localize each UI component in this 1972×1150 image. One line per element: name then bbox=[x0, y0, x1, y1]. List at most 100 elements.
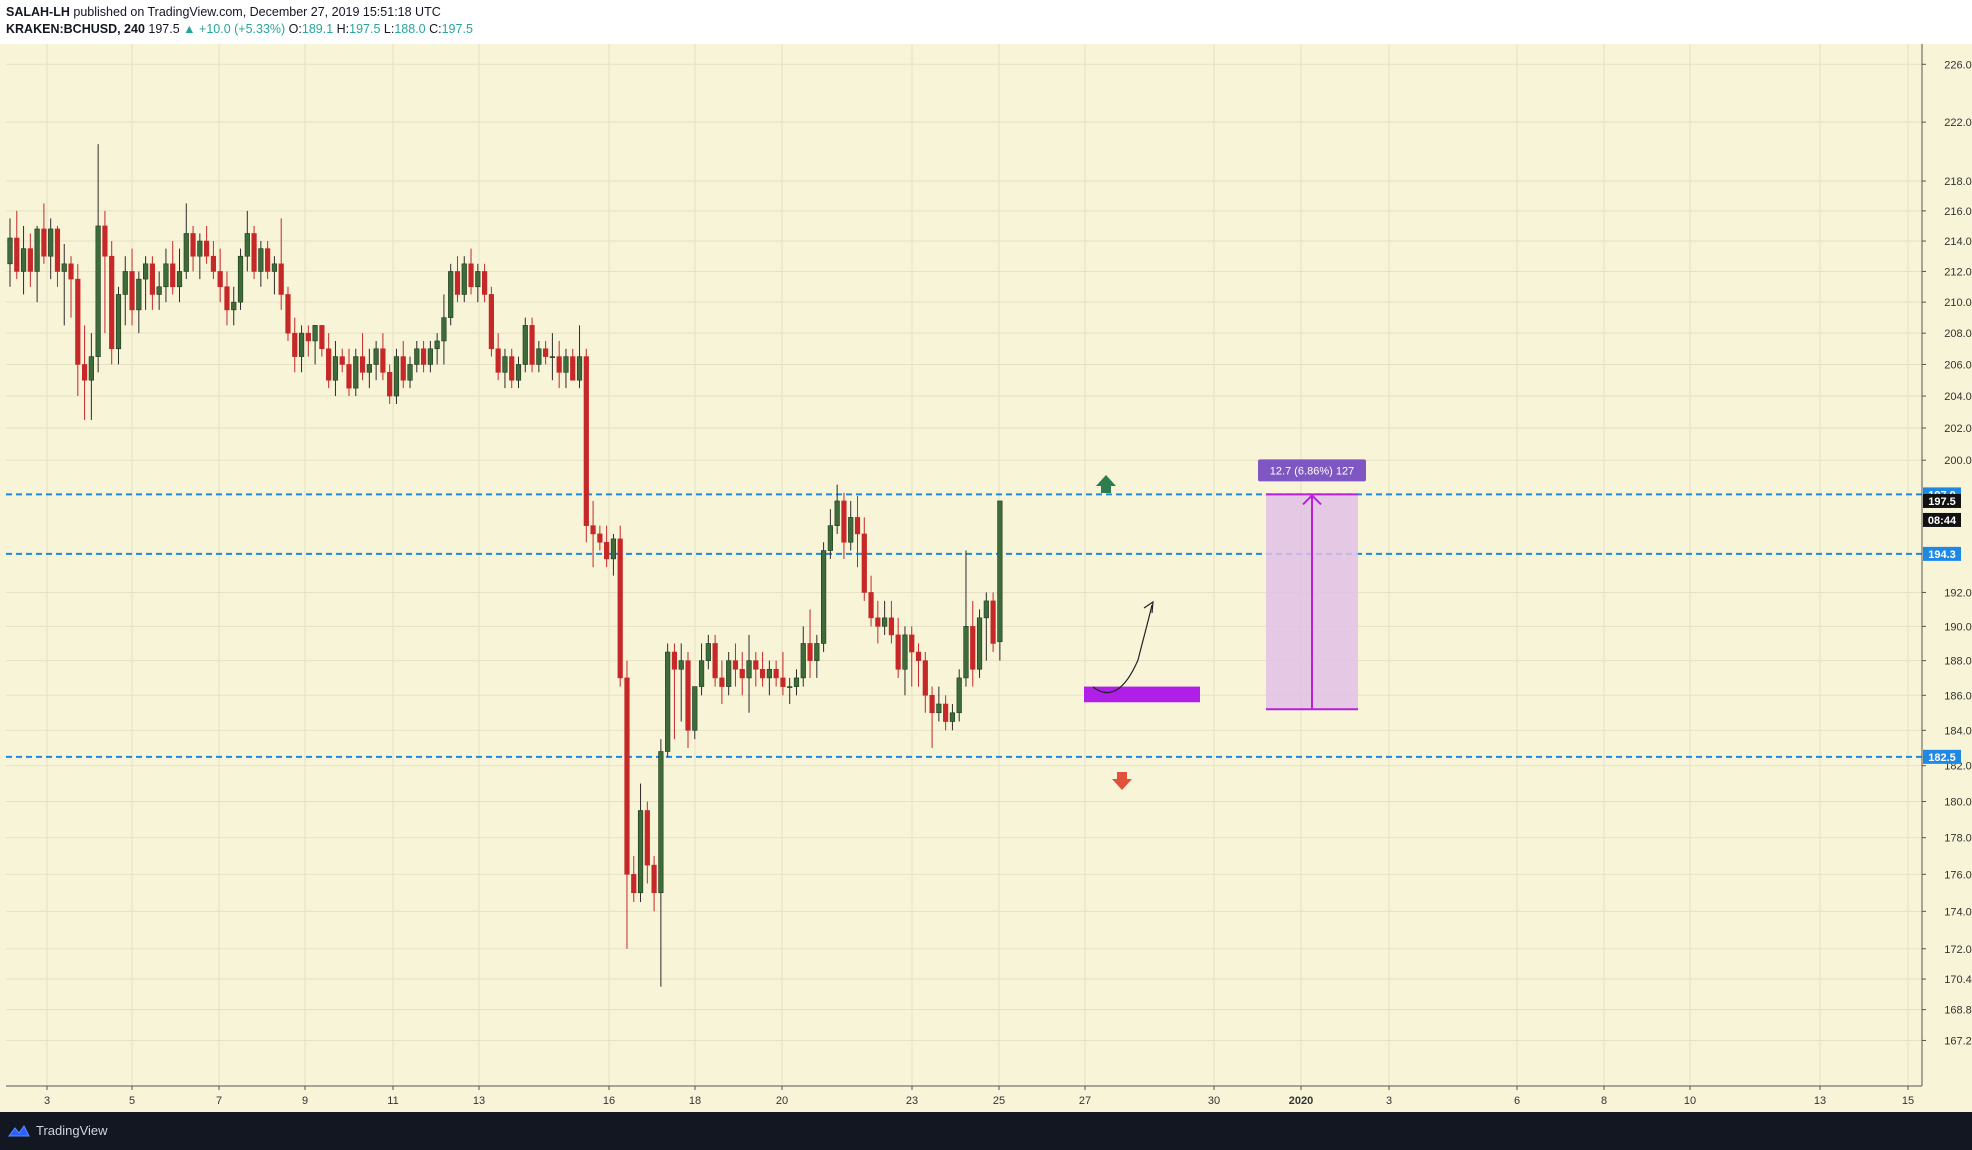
price-tick-label: 170.4 bbox=[1944, 974, 1972, 986]
candle-body bbox=[753, 660, 759, 670]
tradingview-logo[interactable]: TradingView bbox=[8, 1123, 108, 1138]
footer-bar: TradingView bbox=[0, 1112, 1972, 1150]
price-tick-label: 200.0 bbox=[1944, 455, 1972, 467]
tradingview-logo-icon bbox=[8, 1124, 30, 1136]
candle-body bbox=[48, 228, 54, 257]
countdown-tag bbox=[1923, 512, 1961, 527]
candle-body bbox=[420, 348, 427, 365]
candle-body bbox=[319, 325, 325, 350]
candle-body bbox=[726, 660, 732, 687]
candle-body bbox=[115, 294, 122, 350]
candle-body bbox=[176, 271, 183, 288]
candle-body bbox=[522, 325, 528, 365]
time-tick-label: 3 bbox=[44, 1095, 50, 1107]
candle-body bbox=[576, 356, 583, 381]
candle-body bbox=[136, 278, 142, 311]
up-arrow-icon bbox=[1096, 475, 1116, 493]
candle-body bbox=[95, 225, 101, 357]
candle-body bbox=[590, 525, 596, 535]
candle-body bbox=[739, 668, 745, 679]
candle-body bbox=[854, 517, 861, 535]
price-tick-label: 174.0 bbox=[1944, 906, 1972, 918]
candle-body bbox=[156, 286, 162, 295]
candle-body bbox=[820, 550, 827, 644]
candle-body bbox=[75, 278, 81, 365]
candle-body bbox=[481, 271, 488, 295]
time-tick-label: 6 bbox=[1514, 1095, 1520, 1107]
candle-body bbox=[543, 348, 549, 357]
candle-body bbox=[407, 364, 413, 381]
candle-body bbox=[298, 332, 305, 357]
price-chart[interactable]: 12.7 (6.86%) 127 226.0 222.0 218.0 216.0 214.… bbox=[0, 0, 1972, 1112]
candle-body bbox=[841, 500, 847, 543]
time-tick-label: 16 bbox=[603, 1095, 615, 1107]
candle-body bbox=[27, 248, 33, 272]
symbol-label[interactable]: KRAKEN:BCHUSD, 240 bbox=[6, 22, 145, 36]
candle-body bbox=[312, 325, 318, 342]
candle-body bbox=[712, 643, 718, 679]
price-tick-label: 178.0 bbox=[1944, 833, 1972, 845]
candle-body bbox=[258, 248, 264, 272]
price-tick-label: 172.0 bbox=[1944, 944, 1972, 956]
candle-body bbox=[380, 348, 386, 373]
candle-body bbox=[773, 668, 779, 679]
candle-body bbox=[441, 317, 447, 342]
candle-body bbox=[414, 348, 420, 365]
price-tick-label: 180.0 bbox=[1944, 797, 1972, 809]
demand-zone bbox=[1084, 686, 1200, 703]
price-change: ▲ +10.0 (+5.33%) bbox=[183, 22, 286, 36]
candle-body bbox=[515, 364, 522, 381]
candle-body bbox=[149, 263, 155, 295]
candle-body bbox=[468, 263, 474, 288]
level-price-tag bbox=[1923, 546, 1961, 561]
time-tick-label: 25 bbox=[993, 1095, 1005, 1107]
candle-body bbox=[658, 751, 664, 894]
time-tick-label: 2020 bbox=[1289, 1095, 1313, 1107]
candle-body bbox=[902, 634, 908, 670]
price-axis bbox=[1922, 44, 1972, 1086]
time-tick-label: 13 bbox=[1814, 1095, 1826, 1107]
candle-body bbox=[970, 626, 976, 670]
candle-body bbox=[651, 864, 657, 894]
candle-body bbox=[678, 660, 684, 670]
low-value: 188.0 bbox=[394, 22, 426, 36]
level-price-tag bbox=[1923, 749, 1961, 764]
candle-body bbox=[685, 660, 691, 731]
candle-body bbox=[210, 255, 217, 272]
price-tick-label: 208.0 bbox=[1944, 328, 1972, 340]
candle-body bbox=[556, 356, 562, 373]
candle-body bbox=[183, 233, 189, 272]
candle-body bbox=[644, 810, 650, 866]
candle-body bbox=[197, 240, 203, 257]
candle-body bbox=[81, 364, 88, 381]
candle-body bbox=[502, 356, 508, 373]
candle-body bbox=[122, 271, 128, 295]
candle-body bbox=[610, 538, 617, 560]
price-tick-label: 218.0 bbox=[1944, 176, 1972, 188]
candle-body bbox=[102, 225, 108, 257]
price-tick-label: 226.0 bbox=[1944, 59, 1972, 71]
author-name[interactable]: SALAH-LH bbox=[6, 5, 70, 19]
candle-body bbox=[143, 263, 149, 280]
candle-body bbox=[278, 263, 284, 295]
time-tick-label: 18 bbox=[689, 1095, 701, 1107]
price-tick-label: 210.0 bbox=[1944, 297, 1972, 309]
candle-body bbox=[766, 668, 772, 679]
countdown-label: 08:44 bbox=[1928, 515, 1957, 527]
candle-body bbox=[617, 538, 623, 679]
candle-body bbox=[448, 271, 454, 318]
time-tick-label: 13 bbox=[473, 1095, 485, 1107]
candle-body bbox=[204, 240, 210, 257]
candle-body bbox=[217, 271, 223, 288]
candle-body bbox=[624, 677, 630, 875]
price-tick-label: 204.0 bbox=[1944, 391, 1972, 403]
candle-body bbox=[244, 233, 250, 257]
candle-body bbox=[7, 237, 13, 265]
candle-body bbox=[109, 255, 115, 350]
candle-body bbox=[780, 677, 786, 687]
time-tick-label: 15 bbox=[1902, 1095, 1914, 1107]
price-tick-label: 168.8 bbox=[1944, 1005, 1972, 1017]
candle-body bbox=[359, 356, 366, 373]
ohlc-legend: KRAKEN:BCHUSD, 240 197.5 ▲ +10.0 (+5.33%… bbox=[6, 22, 473, 36]
price-tick-label: 212.0 bbox=[1944, 266, 1972, 278]
